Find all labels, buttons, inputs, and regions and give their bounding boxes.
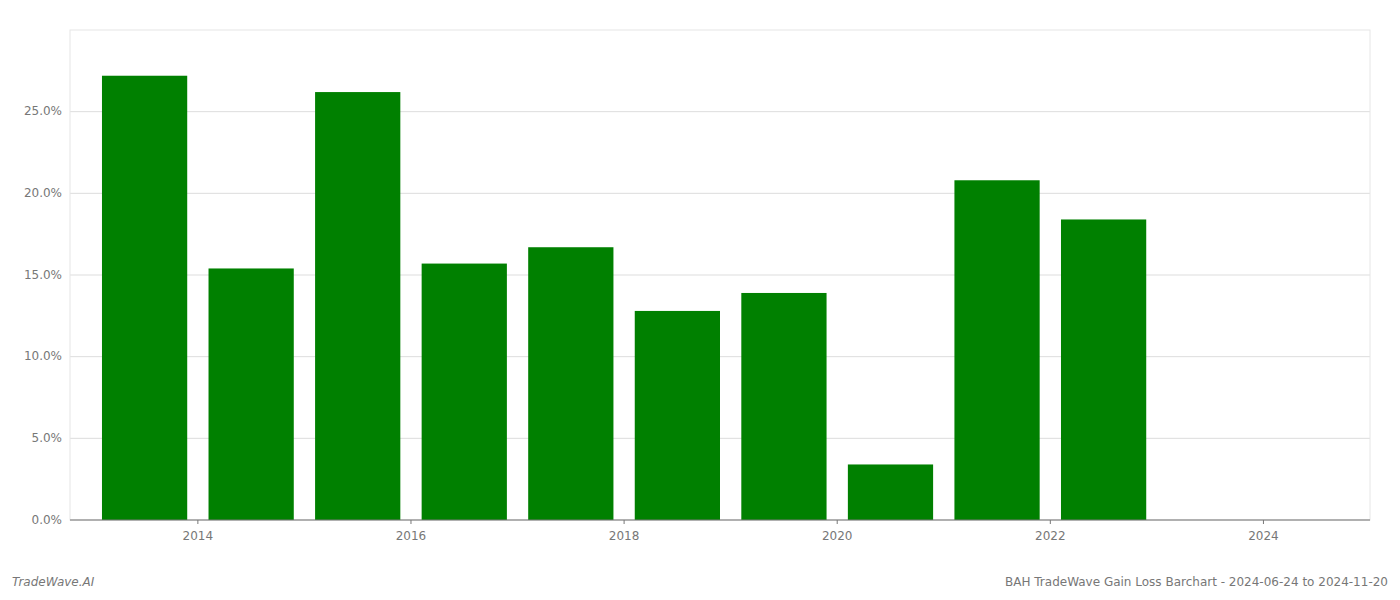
x-tick <box>1050 520 1051 524</box>
bar <box>954 180 1039 520</box>
y-tick-label: 10.0% <box>24 349 62 363</box>
x-tick-labels: 2014 2016 2018 2020 2022 2024 <box>183 520 1279 543</box>
y-grid <box>70 112 1370 520</box>
grid-line <box>70 520 1370 521</box>
y-tick-label: 25.0% <box>24 104 62 118</box>
bar <box>209 268 294 520</box>
x-tick-label: 2016 <box>396 529 427 543</box>
bar <box>635 311 720 520</box>
x-tick <box>1263 520 1264 524</box>
x-tick-label: 2022 <box>1035 529 1066 543</box>
grid-line <box>70 193 1370 194</box>
bar <box>848 464 933 520</box>
y-tick-labels: 0.0% 5.0% 10.0% 15.0% 20.0% 25.0% <box>24 104 62 526</box>
bars <box>102 76 1146 520</box>
bar <box>741 293 826 520</box>
bar <box>422 264 507 520</box>
bar <box>1061 219 1146 520</box>
plot-frame <box>70 30 1370 520</box>
x-tick-label: 2018 <box>609 529 640 543</box>
chart-svg: 0.0% 5.0% 10.0% 15.0% 20.0% 25.0% 2014 2016 2018… <box>0 0 1400 600</box>
x-axis-line <box>70 520 1370 521</box>
background <box>0 0 1400 600</box>
x-tick-label: 2014 <box>183 529 214 543</box>
x-tick-label: 2024 <box>1248 529 1279 543</box>
y-tick-label: 0.0% <box>32 513 63 527</box>
grid-line <box>70 111 1370 112</box>
x-tick <box>624 520 625 524</box>
bar <box>315 92 400 520</box>
footer-text: BAH TradeWave Gain Loss Barchart - 2024-… <box>1005 575 1388 589</box>
footer-text: TradeWave.AI <box>12 575 95 589</box>
x-tick <box>410 520 411 524</box>
x-tick <box>837 520 838 524</box>
x-tick-label: 2020 <box>822 529 853 543</box>
y-tick-label: 20.0% <box>24 186 62 200</box>
x-tick <box>197 520 198 524</box>
bar <box>528 247 613 520</box>
y-tick-label: 15.0% <box>24 268 62 282</box>
y-tick-label: 5.0% <box>32 431 63 445</box>
chart-container: 0.0% 5.0% 10.0% 15.0% 20.0% 25.0% 2014 2016 2018… <box>0 0 1400 600</box>
bar <box>102 76 187 520</box>
